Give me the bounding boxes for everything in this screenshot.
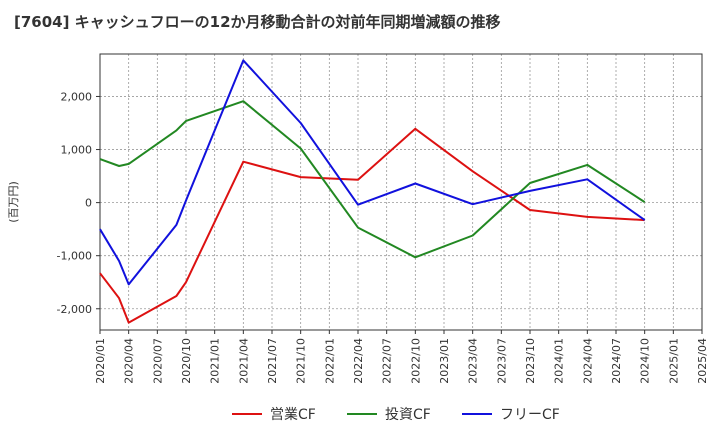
x-tick-label: 2023/04	[467, 338, 480, 384]
series-line-営業CF	[99, 127, 645, 324]
y-axis-ticks: -2,000 -1,000 0 1,000 2,000	[57, 90, 100, 316]
legend-label: 投資CF	[385, 407, 431, 423]
x-tick-label: 2024/10	[639, 338, 652, 384]
x-tick-label: 2022/01	[323, 338, 336, 384]
legend-label: フリーCF	[500, 407, 560, 423]
series-lines	[99, 59, 646, 324]
x-tick-label: 2020/07	[151, 338, 164, 384]
x-tick-label: 2020/01	[94, 338, 107, 384]
y-tick-label: 2,000	[61, 90, 93, 103]
x-tick-label: 2023/10	[524, 338, 537, 384]
x-axis-ticks: 2020/01 2020/04 2020/07 2020/10 2021/01 2021/…	[94, 330, 709, 384]
x-tick-label: 2025/01	[667, 338, 680, 384]
y-axis-label: (百万円)	[7, 181, 20, 223]
legend-label: 営業CF	[270, 407, 316, 423]
plot-area	[99, 53, 703, 331]
x-tick-label: 2022/07	[381, 338, 394, 384]
x-tick-label: 2022/10	[409, 338, 422, 384]
x-tick-label: 2025/04	[696, 338, 709, 384]
y-tick-label: 0	[85, 197, 92, 210]
x-tick-label: 2020/10	[180, 338, 193, 384]
legend: 営業CF 投資CF フリーCF	[232, 407, 560, 423]
x-tick-label: 2020/04	[123, 338, 136, 384]
x-tick-label: 2024/01	[553, 338, 566, 384]
x-tick-label: 2021/07	[266, 338, 279, 384]
chart-title: [7604] キャッシュフローの12か月移動合計の対前年同期増減額の推移	[14, 13, 501, 31]
x-tick-label: 2021/04	[237, 338, 250, 384]
x-tick-label: 2021/01	[209, 338, 222, 384]
x-tick-label: 2021/10	[295, 338, 308, 384]
series-line-フリーCF	[99, 59, 646, 286]
series-line-投資CF	[99, 100, 646, 259]
x-tick-label: 2023/01	[438, 338, 451, 384]
y-tick-label: 1,000	[61, 144, 93, 157]
x-tick-label: 2024/07	[610, 338, 623, 384]
y-tick-label: -1,000	[57, 250, 92, 263]
x-tick-label: 2024/04	[581, 338, 594, 384]
x-tick-label: 2023/07	[495, 338, 508, 384]
x-tick-label: 2022/04	[352, 338, 365, 384]
y-tick-label: -2,000	[57, 303, 92, 316]
